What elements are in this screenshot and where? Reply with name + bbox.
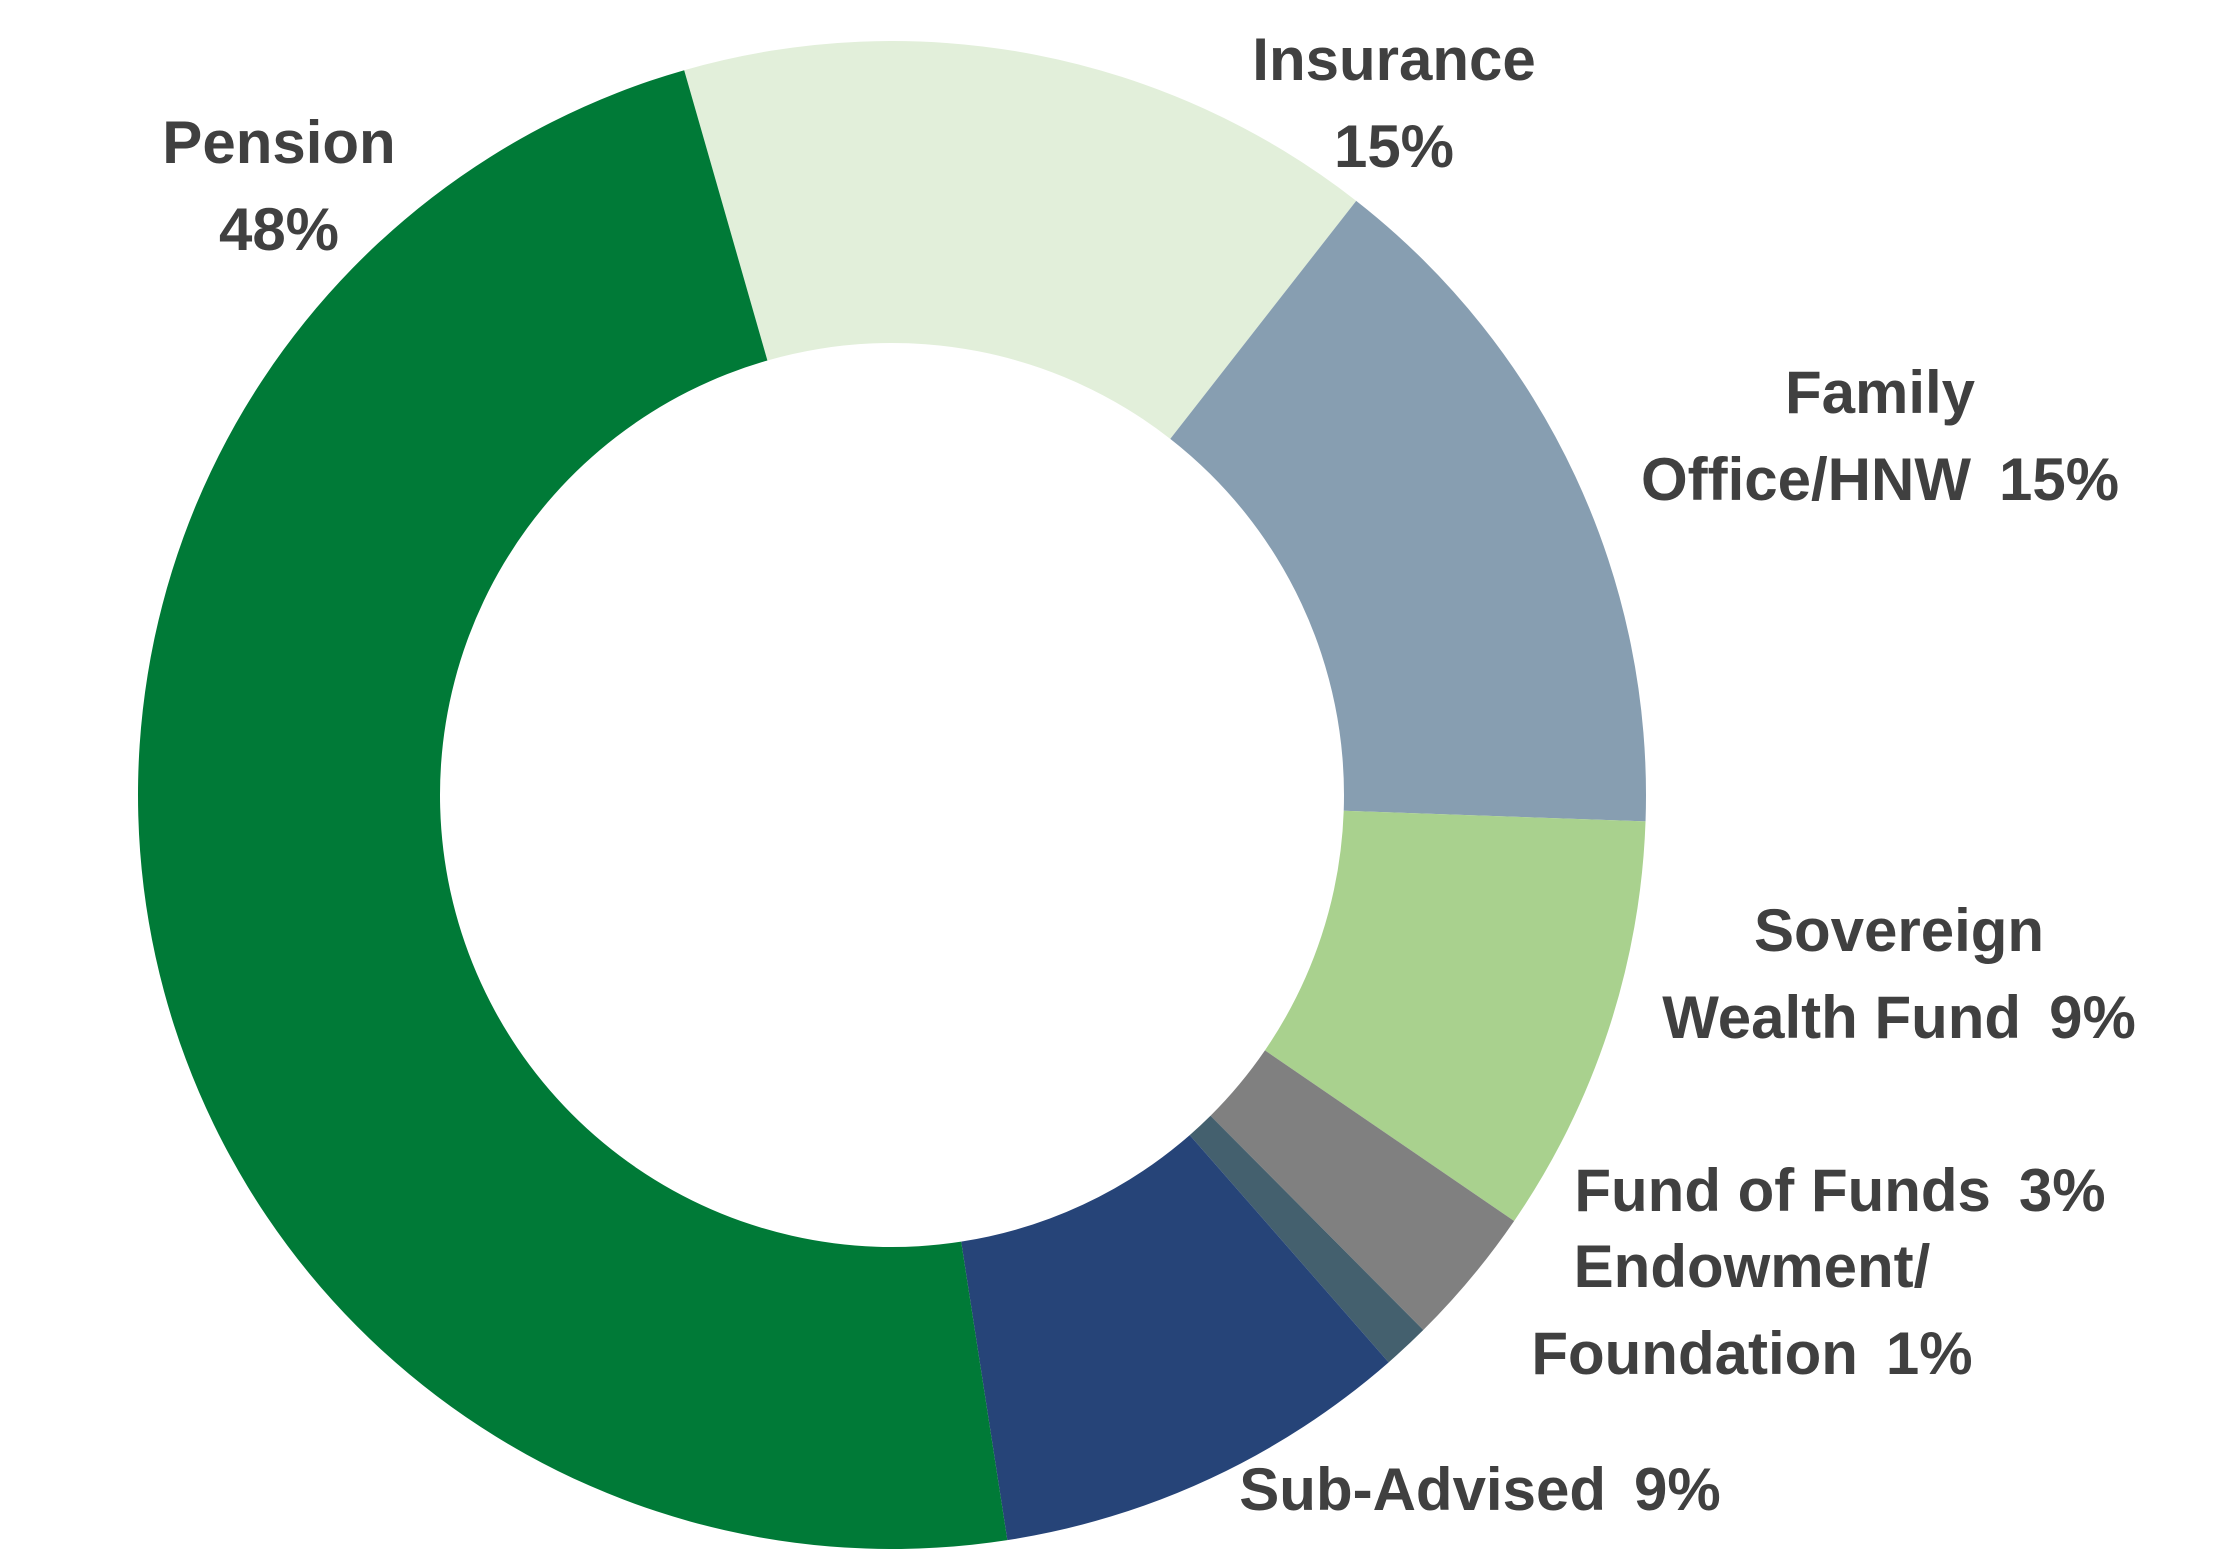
value-label: 3% [2018, 1157, 2106, 1224]
donut-slice [684, 40, 1357, 439]
donut-slice [138, 70, 1008, 1549]
donut-slice [1189, 1115, 1424, 1363]
category-label: Pension [162, 109, 396, 176]
value-label: 15% [1333, 113, 1455, 180]
value-label: 9% [2049, 984, 2136, 1051]
donut-slice [1170, 200, 1646, 822]
value-label: 1% [1885, 1320, 1973, 1387]
slice-label: Sub-Advised 9% [1239, 1446, 1720, 1533]
donut-slice [1210, 1050, 1515, 1331]
category-label: Family Office/HNW [1640, 359, 1976, 513]
value-label: 48% [218, 196, 340, 263]
slice-label: Pension 48% [162, 99, 395, 273]
slice-label: Sovereign Wealth Fund 9% [1662, 887, 2136, 1061]
category-label: Sovereign Wealth Fund [1662, 897, 2045, 1051]
category-label: Insurance [1252, 26, 1536, 93]
category-label: Sub-Advised [1239, 1456, 1606, 1523]
category-label: Endowment/ Foundation [1531, 1233, 1931, 1387]
slice-label: Family Office/HNW 15% [1641, 349, 2119, 523]
category-label: Fund of Funds [1574, 1157, 1991, 1224]
donut-slice [1264, 810, 1646, 1221]
value-label: 15% [1998, 446, 2120, 513]
slice-label: Fund of Funds 3% [1574, 1147, 2105, 1234]
donut-slice [961, 1135, 1389, 1541]
slice-label: Endowment/ Foundation 1% [1531, 1223, 1972, 1397]
slice-label: Insurance 15% [1252, 16, 1535, 190]
value-label: 9% [1634, 1456, 1721, 1523]
